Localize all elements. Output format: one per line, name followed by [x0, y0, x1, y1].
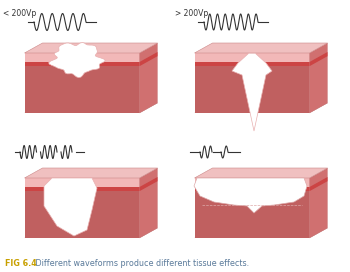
Polygon shape [195, 168, 328, 178]
Polygon shape [195, 228, 328, 238]
Polygon shape [309, 43, 328, 113]
Polygon shape [25, 53, 140, 62]
Polygon shape [44, 178, 97, 236]
Polygon shape [25, 228, 158, 238]
Polygon shape [195, 103, 328, 113]
Polygon shape [232, 53, 272, 131]
Polygon shape [25, 187, 140, 191]
Polygon shape [195, 178, 309, 187]
Polygon shape [194, 178, 307, 213]
Polygon shape [25, 43, 158, 53]
Polygon shape [25, 178, 140, 187]
Polygon shape [49, 42, 105, 78]
Polygon shape [140, 168, 158, 238]
Polygon shape [195, 43, 328, 53]
Polygon shape [195, 62, 309, 66]
Polygon shape [309, 168, 328, 238]
Polygon shape [195, 187, 309, 191]
Polygon shape [195, 53, 309, 62]
Text: FIG 6.4: FIG 6.4 [5, 258, 37, 267]
Polygon shape [25, 62, 140, 66]
Polygon shape [140, 52, 158, 66]
Polygon shape [195, 191, 309, 238]
Text: > 200Vp: > 200Vp [175, 9, 208, 18]
Polygon shape [25, 66, 140, 113]
Polygon shape [25, 168, 158, 178]
Polygon shape [309, 52, 328, 66]
Text: Different waveforms produce different tissue effects.: Different waveforms produce different ti… [33, 258, 249, 267]
Polygon shape [309, 177, 328, 191]
Polygon shape [195, 66, 309, 113]
Polygon shape [140, 177, 158, 191]
Polygon shape [140, 43, 158, 113]
Polygon shape [25, 103, 158, 113]
Polygon shape [25, 191, 140, 238]
Text: < 200Vp: < 200Vp [3, 9, 36, 18]
